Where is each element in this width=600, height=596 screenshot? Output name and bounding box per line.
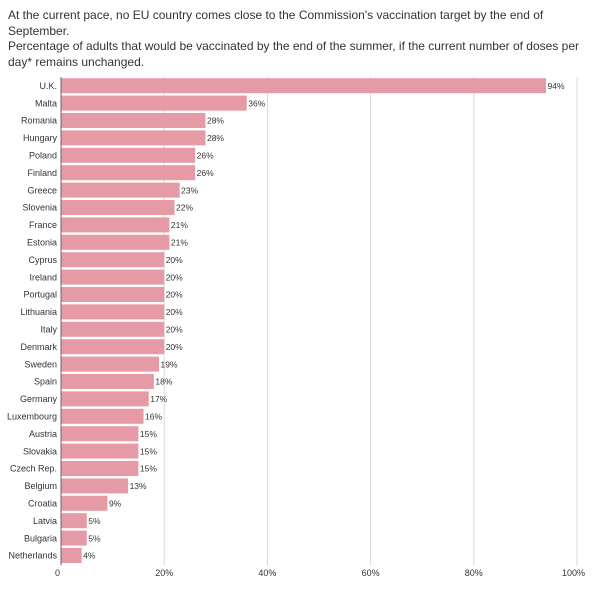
bar [61, 339, 165, 355]
chart-headline: At the current pace, no EU country comes… [8, 8, 544, 38]
category-label: Malta [35, 98, 57, 108]
value-label: 21% [171, 238, 188, 248]
category-label: Greece [27, 185, 57, 195]
category-label: Austria [29, 429, 57, 439]
category-label: Denmark [20, 342, 57, 352]
category-label: Belgium [24, 481, 57, 491]
bar [61, 461, 139, 476]
bar [61, 374, 154, 389]
chart-subhead: Percentage of adults that would be vacci… [8, 39, 580, 69]
category-label: Finland [27, 168, 57, 178]
value-label: 20% [166, 307, 183, 317]
category-label: Poland [29, 151, 57, 161]
value-label: 19% [161, 359, 178, 369]
value-label: 20% [166, 255, 183, 265]
value-label: 15% [140, 446, 157, 456]
bar [61, 200, 175, 215]
bar [61, 252, 165, 268]
value-label: 23% [181, 185, 198, 195]
value-label: 20% [166, 272, 183, 282]
value-label: 9% [109, 499, 122, 509]
category-labels: U.K. Malta Romania Hungary Poland Finland Gree… [7, 81, 58, 561]
bar [61, 113, 206, 128]
bar [61, 304, 165, 320]
category-label: Cyprus [28, 255, 57, 265]
value-label: 94% [548, 81, 565, 91]
x-tick-label: 40% [258, 568, 276, 578]
x-tick-label: 80% [465, 568, 483, 578]
value-label: 20% [166, 290, 183, 300]
category-label: Netherlands [8, 551, 57, 561]
value-label: 5% [88, 516, 101, 526]
category-label: Luxembourg [7, 412, 57, 422]
value-label: 4% [83, 551, 96, 561]
x-tick-label: 60% [362, 568, 380, 578]
category-label: Croatia [28, 499, 57, 509]
bar [61, 269, 165, 285]
bar [61, 234, 170, 250]
value-label: 5% [88, 533, 101, 543]
bar [61, 443, 139, 459]
x-axis-ticks: 0 20% 40% 60% 80% 100% [55, 568, 585, 578]
category-label: Hungary [23, 133, 58, 143]
bar [61, 78, 547, 94]
category-label: Estonia [27, 238, 57, 248]
value-label: 20% [166, 325, 183, 335]
bar [61, 217, 170, 233]
category-label: Spain [34, 377, 57, 387]
category-label: Italy [40, 325, 57, 335]
category-label: Lithuania [20, 307, 57, 317]
bar [61, 513, 87, 529]
value-label: 26% [197, 151, 214, 161]
value-label: 20% [166, 342, 183, 352]
category-label: Czech Rep. [10, 464, 57, 474]
bar [61, 130, 206, 146]
value-label: 26% [197, 168, 214, 178]
x-tick-label: 0 [55, 568, 60, 578]
x-tick-label: 100% [562, 568, 585, 578]
value-label: 28% [207, 116, 224, 126]
value-label: 15% [140, 464, 157, 474]
category-label: Portugal [23, 290, 57, 300]
bar [61, 147, 196, 163]
gridlines [60, 77, 578, 566]
bar [61, 391, 149, 407]
bar [61, 408, 144, 424]
value-label: 16% [145, 412, 162, 422]
value-label: 13% [130, 481, 147, 491]
category-label: Bulgaria [24, 533, 57, 543]
value-label: 18% [155, 377, 172, 387]
bar [61, 478, 129, 494]
category-label: Sweden [24, 359, 57, 369]
bar [61, 426, 139, 442]
category-label: Slovenia [22, 203, 57, 213]
bar [61, 356, 160, 372]
category-label: Germany [20, 394, 58, 404]
bar [61, 548, 82, 563]
value-label: 28% [207, 133, 224, 143]
bars [61, 78, 547, 563]
value-label: 22% [176, 203, 193, 213]
category-label: Ireland [29, 272, 57, 282]
bar [61, 287, 165, 302]
value-label: 15% [140, 429, 157, 439]
category-label: Latvia [33, 516, 57, 526]
category-label: Slovakia [23, 446, 57, 456]
bar [61, 495, 108, 511]
x-tick-label: 20% [155, 568, 173, 578]
value-label: 17% [150, 394, 167, 404]
bar [61, 95, 247, 111]
value-label: 36% [248, 98, 265, 108]
bar [61, 165, 196, 181]
category-label: France [29, 220, 57, 230]
value-labels: 94% 36% 28% 28% 26% 26% 23% 22% 21% 21% 20% 20% 20% 2… [83, 81, 565, 561]
bar [61, 530, 87, 546]
bar [61, 321, 165, 337]
bar [61, 182, 180, 198]
category-label: Romania [21, 116, 57, 126]
value-label: 21% [171, 220, 188, 230]
category-label: U.K. [39, 81, 57, 91]
